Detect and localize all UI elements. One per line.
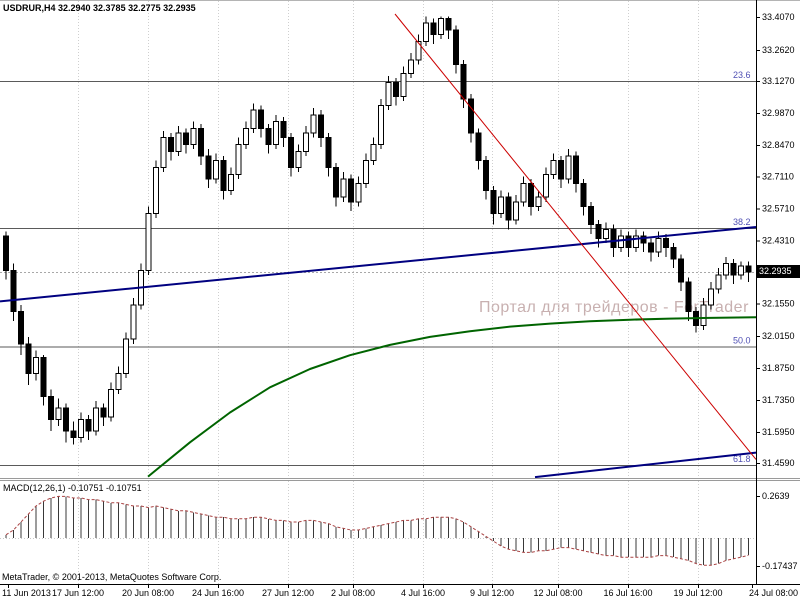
grid-layer xyxy=(0,1,756,584)
svg-text:9 Jul 12:00: 9 Jul 12:00 xyxy=(470,588,514,598)
watermark-text: Портал для трейдеров - ForTrader xyxy=(479,299,749,316)
chart-borders xyxy=(0,0,800,585)
macd-indicator-layer xyxy=(0,495,756,566)
svg-text:38.2: 38.2 xyxy=(733,217,751,227)
svg-text:32.8470: 32.8470 xyxy=(762,140,795,150)
svg-text:32.4310: 32.4310 xyxy=(762,236,795,246)
svg-text:-0.17437: -0.17437 xyxy=(762,561,798,571)
macd-indicator-label: MACD(12,26,1) -0.10751 -0.10751 xyxy=(3,483,142,493)
panel-divider[interactable] xyxy=(0,478,800,481)
svg-text:31.8750: 31.8750 xyxy=(762,363,795,373)
candles-layer xyxy=(3,16,752,445)
svg-text:33.4070: 33.4070 xyxy=(762,12,795,22)
svg-text:31.4590: 31.4590 xyxy=(762,458,795,468)
svg-text:31.5950: 31.5950 xyxy=(762,427,795,437)
svg-text:61.8: 61.8 xyxy=(733,454,751,464)
svg-text:33.1270: 33.1270 xyxy=(762,76,795,86)
svg-text:32.1550: 32.1550 xyxy=(762,299,795,309)
svg-text:23.6: 23.6 xyxy=(733,70,751,80)
svg-text:32.7110: 32.7110 xyxy=(762,171,794,181)
svg-text:32.9870: 32.9870 xyxy=(762,108,795,118)
svg-text:17 Jun 12:00: 17 Jun 12:00 xyxy=(52,588,104,598)
svg-text:27 Jun 12:00: 27 Jun 12:00 xyxy=(262,588,314,598)
svg-text:12 Jul 08:00: 12 Jul 08:00 xyxy=(533,588,582,598)
svg-text:11 Jun 2013: 11 Jun 2013 xyxy=(2,588,51,598)
svg-text:4 Jul 16:00: 4 Jul 16:00 xyxy=(401,588,445,598)
svg-text:0.2639: 0.2639 xyxy=(762,491,790,501)
svg-text:24 Jun 16:00: 24 Jun 16:00 xyxy=(192,588,244,598)
overlay-lines-layer xyxy=(0,13,757,479)
svg-text:16 Jul 16:00: 16 Jul 16:00 xyxy=(603,588,652,598)
symbol-ohlc-label: USDRUR,H4 32.2940 32.3785 32.2775 32.293… xyxy=(3,3,196,13)
copyright-text: MetaTrader, © 2001-2013, MetaQuotes Soft… xyxy=(2,572,222,582)
current-price-badge: 32.2935 xyxy=(757,265,800,278)
time-axis[interactable]: 11 Jun 2013 17 Jun 12:00 20 Jun 08:00 24 Ju… xyxy=(2,585,798,598)
svg-text:32.0150: 32.0150 xyxy=(762,331,795,341)
price-axis[interactable]: 33.4070 33.2620 33.1270 32.9870 32.8470 32.71… xyxy=(756,12,798,571)
svg-text:20 Jun 08:00: 20 Jun 08:00 xyxy=(122,588,174,598)
svg-text:19 Jul 12:00: 19 Jul 12:00 xyxy=(673,588,722,598)
svg-text:50.0: 50.0 xyxy=(733,336,751,346)
svg-text:2 Jul 08:00: 2 Jul 08:00 xyxy=(331,588,375,598)
svg-text:32.5710: 32.5710 xyxy=(762,203,795,213)
svg-text:33.2620: 33.2620 xyxy=(762,45,795,55)
svg-text:24 Jul 08:00: 24 Jul 08:00 xyxy=(749,588,798,598)
svg-text:31.7350: 31.7350 xyxy=(762,395,795,405)
